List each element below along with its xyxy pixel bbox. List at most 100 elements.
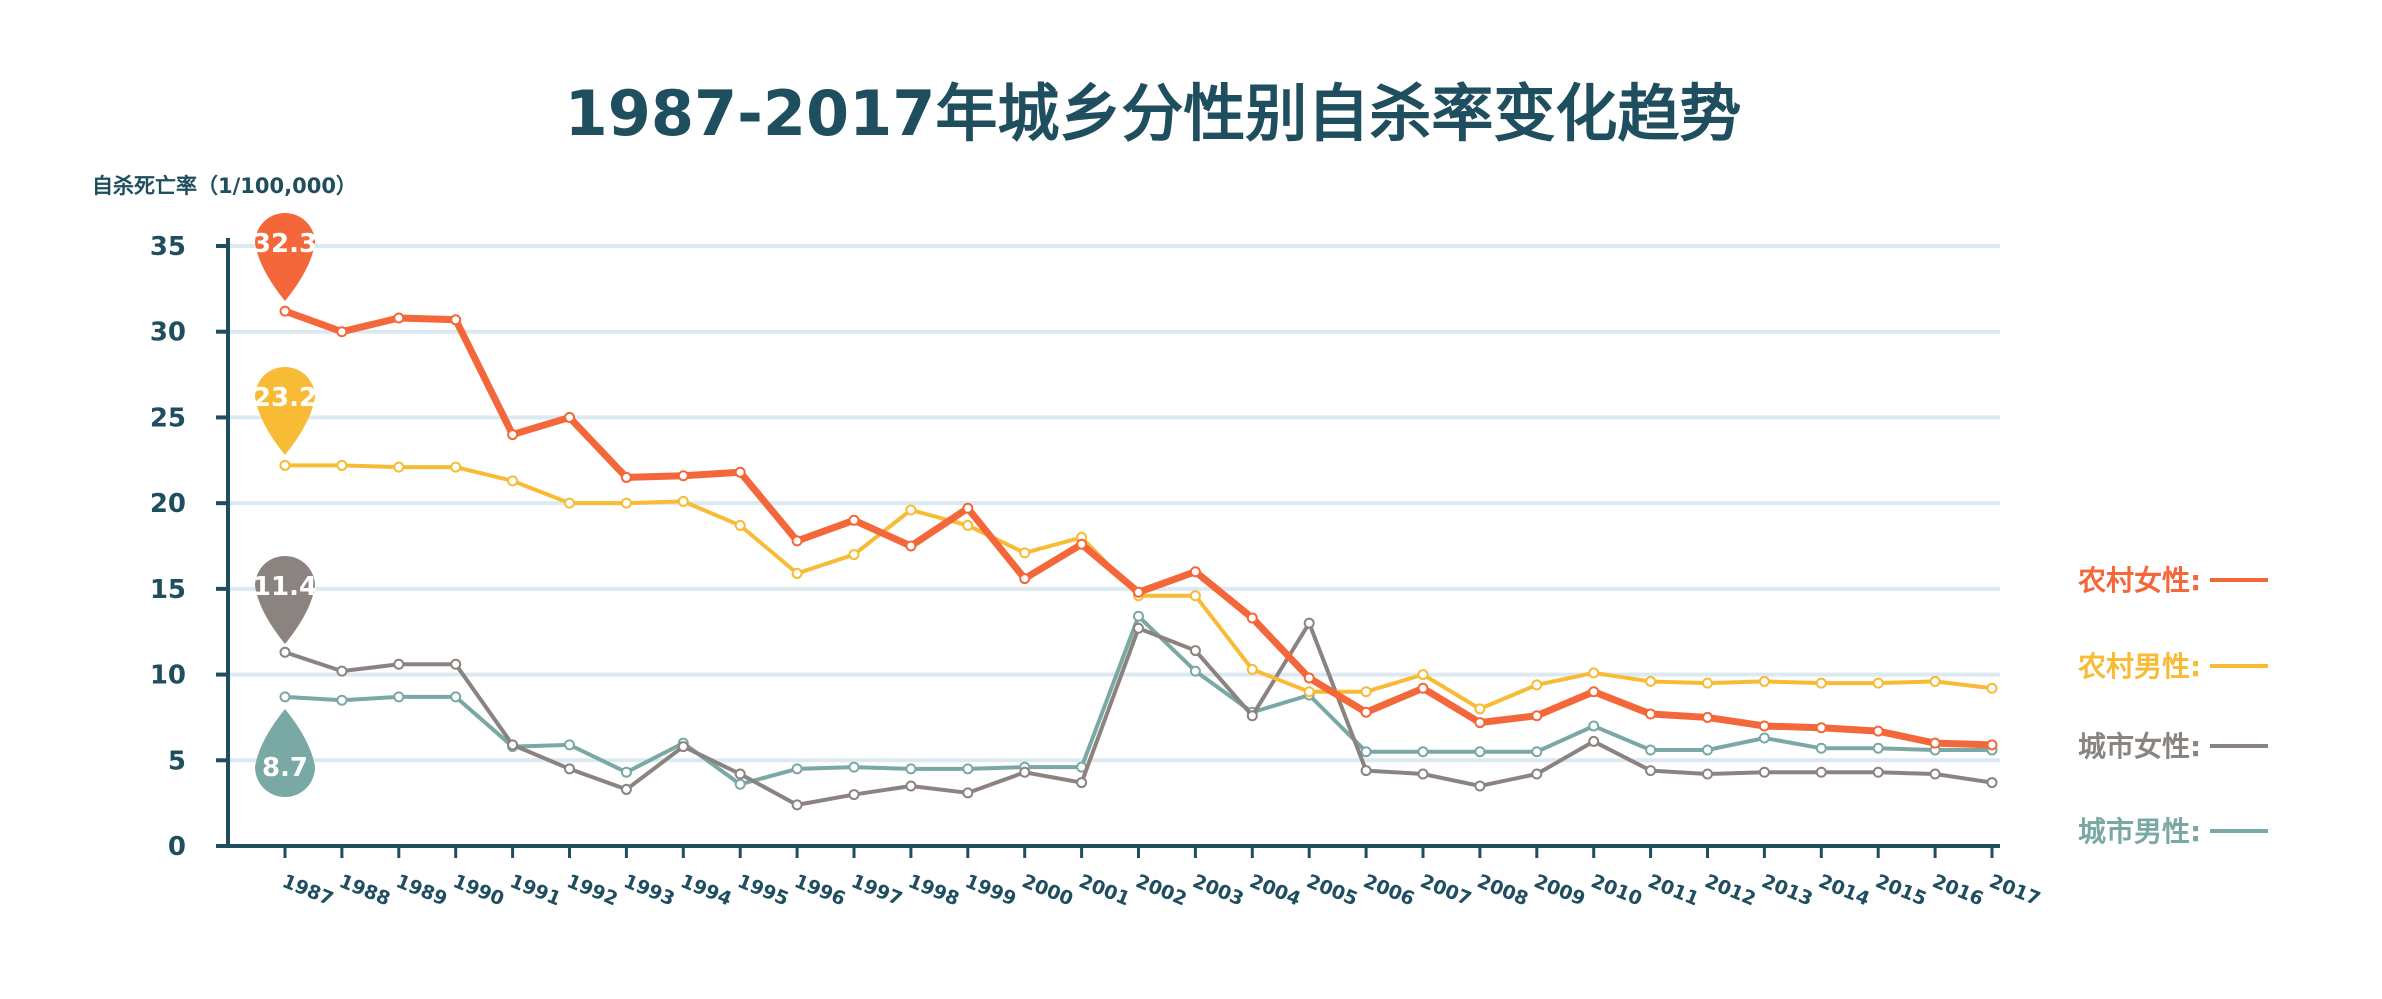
data-point xyxy=(1362,766,1371,775)
x-tick-label: 2006 xyxy=(1360,870,1417,910)
data-point xyxy=(1703,746,1712,755)
data-point xyxy=(1419,770,1428,779)
data-point xyxy=(1874,768,1883,777)
data-point xyxy=(906,506,915,515)
data-point xyxy=(1020,768,1029,777)
data-point xyxy=(281,307,290,316)
y-tick-label: 35 xyxy=(150,232,186,262)
data-point xyxy=(508,476,517,485)
x-tick-label: 2010 xyxy=(1588,870,1645,910)
legend-label: 城市男性: xyxy=(2078,815,2201,848)
data-point xyxy=(1475,782,1484,791)
data-point xyxy=(451,692,460,701)
x-tick-label: 1998 xyxy=(905,870,962,910)
data-point xyxy=(1589,687,1598,696)
data-point xyxy=(850,550,859,559)
data-point xyxy=(1703,679,1712,688)
data-point xyxy=(850,763,859,772)
data-point xyxy=(1760,768,1769,777)
x-tick-label: 1997 xyxy=(848,870,905,910)
data-point xyxy=(1362,687,1371,696)
data-point xyxy=(451,315,460,324)
y-tick-label: 25 xyxy=(150,403,186,433)
x-tick-label: 2002 xyxy=(1133,870,1190,910)
legend: 农村女性: 农村男性: 城市女性: 城市男性: xyxy=(2077,564,2268,848)
data-point xyxy=(281,461,290,470)
data-point xyxy=(1248,665,1257,674)
data-point xyxy=(1475,704,1484,713)
data-point xyxy=(1988,778,1997,787)
data-point xyxy=(394,463,403,472)
data-point xyxy=(793,536,802,545)
x-tick-label: 2012 xyxy=(1702,870,1759,910)
data-point xyxy=(1305,687,1314,696)
data-point xyxy=(622,473,631,482)
y-ticks: 0 5 10 15 20 25 30 35 xyxy=(150,232,228,862)
data-point xyxy=(1646,746,1655,755)
data-point xyxy=(1874,744,1883,753)
data-point xyxy=(1931,739,1940,748)
x-tick-label: 2001 xyxy=(1076,870,1133,910)
data-point xyxy=(850,516,859,525)
data-point xyxy=(337,696,346,705)
data-point xyxy=(1419,670,1428,679)
x-ticks: 1987 1988 1989 1990 1991 1992 1993 1994 1995 1996… xyxy=(279,846,2043,910)
data-point xyxy=(337,667,346,676)
data-point xyxy=(1134,624,1143,633)
x-tick-label: 2007 xyxy=(1417,870,1474,910)
data-point xyxy=(1703,770,1712,779)
x-tick-label: 1987 xyxy=(279,870,336,910)
data-point xyxy=(1020,548,1029,557)
x-tick-label: 2004 xyxy=(1246,870,1303,910)
y-tick-label: 10 xyxy=(150,661,186,691)
data-point xyxy=(337,461,346,470)
legend-label: 农村男性: xyxy=(2077,650,2201,683)
pin-label: 8.7 xyxy=(262,753,308,783)
data-point xyxy=(565,499,574,508)
data-point xyxy=(451,660,460,669)
x-tick-label: 1999 xyxy=(962,870,1019,910)
x-tick-label: 1988 xyxy=(336,870,393,910)
x-tick-label: 1990 xyxy=(450,870,507,910)
data-point xyxy=(850,790,859,799)
data-point xyxy=(1646,677,1655,686)
y-tick-label: 0 xyxy=(168,832,186,862)
data-point xyxy=(1248,614,1257,623)
data-point xyxy=(1931,770,1940,779)
data-point xyxy=(1077,778,1086,787)
data-point xyxy=(337,327,346,336)
data-point xyxy=(1077,540,1086,549)
data-point xyxy=(394,692,403,701)
data-point xyxy=(508,430,517,439)
data-point xyxy=(1817,744,1826,753)
data-point xyxy=(963,764,972,773)
data-point xyxy=(1532,770,1541,779)
data-point xyxy=(906,782,915,791)
data-point xyxy=(679,471,688,480)
pin-label: 23.2 xyxy=(253,383,317,413)
x-tick-label: 1995 xyxy=(734,870,791,910)
data-point xyxy=(1305,674,1314,683)
data-point xyxy=(906,764,915,773)
x-tick-label: 2009 xyxy=(1531,870,1588,910)
data-point xyxy=(1817,768,1826,777)
data-point xyxy=(1817,679,1826,688)
series-line xyxy=(285,311,1992,745)
data-point xyxy=(1362,747,1371,756)
data-point xyxy=(1191,646,1200,655)
data-point xyxy=(394,660,403,669)
x-tick-label: 1992 xyxy=(564,870,621,910)
data-point xyxy=(1475,718,1484,727)
data-point xyxy=(622,499,631,508)
x-tick-label: 2016 xyxy=(1929,870,1986,910)
data-point xyxy=(793,764,802,773)
series-lines xyxy=(281,307,1997,810)
data-point xyxy=(1475,747,1484,756)
data-point xyxy=(622,785,631,794)
x-tick-label: 2005 xyxy=(1303,870,1360,910)
data-point xyxy=(1703,713,1712,722)
y-axis-label: 自杀死亡率（1/100,000） xyxy=(92,174,357,198)
data-point xyxy=(1134,588,1143,597)
data-point xyxy=(1532,680,1541,689)
data-point xyxy=(1646,766,1655,775)
